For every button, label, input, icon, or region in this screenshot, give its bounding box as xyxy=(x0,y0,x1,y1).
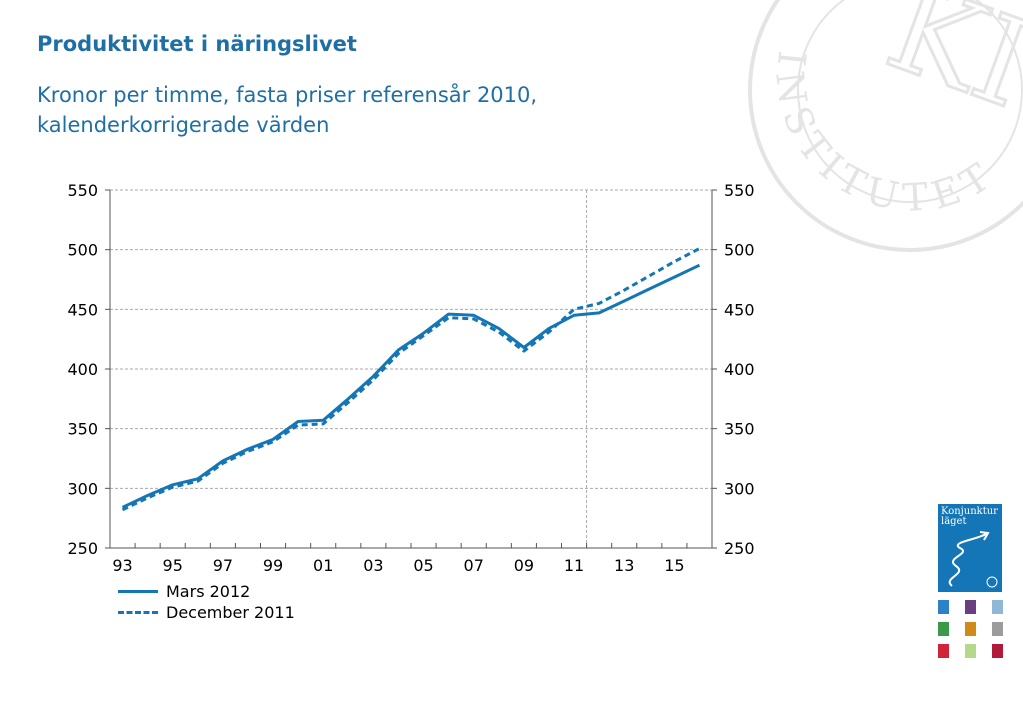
x-tick-label: 07 xyxy=(464,556,484,575)
y-tick-label-left: 550 xyxy=(67,181,98,200)
konjunkturlaget-report-cover: Konjunktur läget xyxy=(938,504,1002,592)
series-line-mars-2012 xyxy=(121,263,701,509)
y-tick-label-right: 250 xyxy=(724,539,755,558)
y-tick-label-left: 300 xyxy=(67,479,98,498)
legend-swatch-dashed xyxy=(118,611,158,614)
institute-seal-watermark: INSTITUTET KI xyxy=(748,0,1023,252)
y-tick-label-right: 450 xyxy=(724,300,755,319)
legend-item-mars-2012: Mars 2012 xyxy=(118,581,295,602)
legend-item-december-2011: December 2011 xyxy=(118,602,295,623)
x-tick-label: 01 xyxy=(313,556,333,575)
legend-label: Mars 2012 xyxy=(166,582,251,601)
x-tick-label: 09 xyxy=(514,556,534,575)
y-tick-label-left: 350 xyxy=(67,420,98,439)
cover-arrow-icon xyxy=(948,531,998,588)
y-tick-label-right: 350 xyxy=(724,420,755,439)
x-tick-label: 95 xyxy=(163,556,183,575)
report-thumbnail xyxy=(992,600,1003,614)
x-tick-label: 99 xyxy=(263,556,283,575)
x-tick-label: 15 xyxy=(664,556,684,575)
report-thumbnail xyxy=(965,622,976,636)
report-thumbnail xyxy=(965,644,976,658)
x-tick-label: 05 xyxy=(413,556,433,575)
report-thumbnail xyxy=(992,622,1003,636)
y-tick-label-left: 400 xyxy=(67,360,98,379)
y-tick-label-right: 300 xyxy=(724,479,755,498)
report-thumbnail xyxy=(965,600,976,614)
y-tick-label-left: 250 xyxy=(67,539,98,558)
report-thumbnail xyxy=(938,622,949,636)
x-tick-label: 13 xyxy=(614,556,634,575)
report-thumbnail xyxy=(938,644,949,658)
cover-title: Konjunktur läget xyxy=(941,506,998,527)
seal-outer-ring xyxy=(748,0,1023,252)
y-tick-label-right: 400 xyxy=(724,360,755,379)
chart-subtitle-line-1: Kronor per timme, fasta priser referenså… xyxy=(37,83,538,107)
series-line-december-2011 xyxy=(121,247,701,512)
x-tick-label: 11 xyxy=(564,556,584,575)
y-tick-label-right: 550 xyxy=(724,181,755,200)
y-tick-label-left: 450 xyxy=(67,300,98,319)
legend-label: December 2011 xyxy=(166,603,295,622)
report-thumbnail xyxy=(938,600,949,614)
x-tick-label: 93 xyxy=(112,556,132,575)
chart-legend: Mars 2012 December 2011 xyxy=(118,581,295,623)
x-tick-label: 97 xyxy=(213,556,233,575)
seal-inner-ring xyxy=(797,0,1023,203)
chart-title: Produktivitet i näringslivet xyxy=(37,32,357,56)
y-tick-label-right: 500 xyxy=(724,241,755,260)
x-tick-label: 03 xyxy=(363,556,383,575)
chart-subtitle: Kronor per timme, fasta priser referenså… xyxy=(37,80,657,140)
y-tick-label-left: 500 xyxy=(67,241,98,260)
report-thumbnail xyxy=(992,644,1003,658)
legend-swatch-solid xyxy=(118,590,158,593)
chart-subtitle-line-2: kalenderkorrigerade värden xyxy=(37,113,330,137)
